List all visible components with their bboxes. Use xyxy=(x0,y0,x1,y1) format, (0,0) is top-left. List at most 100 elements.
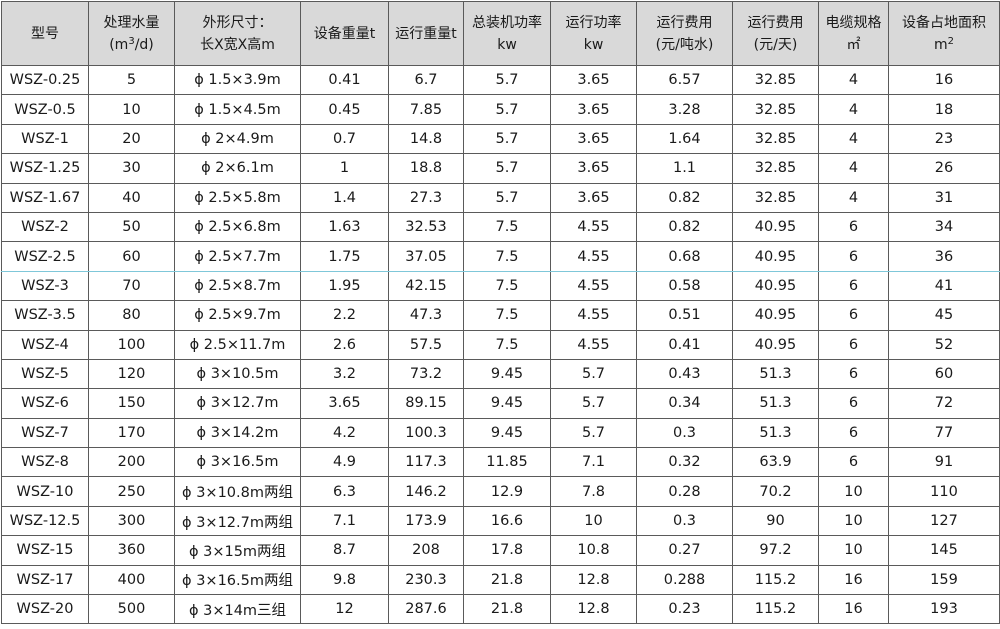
cell-capacity: 300 xyxy=(88,505,175,537)
cell-capacity: 170 xyxy=(88,417,175,449)
header-unit-superscript: 3 xyxy=(128,35,135,47)
cell-capacity: 360 xyxy=(88,535,175,566)
cell-installed-power: 9.45 xyxy=(463,417,551,449)
cell-cable-spec: 4 xyxy=(818,153,889,184)
cell-operating-power: 5.7 xyxy=(550,388,637,419)
cell-operating-weight: 173.9 xyxy=(388,505,464,537)
cell-dimensions: ϕ 3×12.7m xyxy=(174,388,301,419)
cell-operating-power: 4.55 xyxy=(550,270,637,302)
cell-equipment-weight: 1 xyxy=(300,153,389,184)
cell-footprint-area: 60 xyxy=(888,358,1000,390)
cell-dimensions: ϕ 1.5×4.5m xyxy=(174,94,301,125)
cell-equipment-weight: 0.45 xyxy=(300,94,389,125)
header-label-line1: 外形尺寸： xyxy=(202,14,273,31)
table-row: WSZ-10 250 ϕ 3×10.8m两组 6.3 146.2 12.9 7.8 0.28 7… xyxy=(1,476,1000,507)
header-equipment-weight: 设备重量t xyxy=(300,1,389,66)
cell-dimensions: ϕ 2.5×6.8m xyxy=(174,211,301,243)
cell-capacity: 70 xyxy=(88,270,175,302)
cell-equipment-weight: 3.2 xyxy=(300,358,389,390)
cell-dimensions: ϕ 3×16.5m xyxy=(174,447,301,478)
cell-operating-weight: 208 xyxy=(388,535,464,566)
cell-operating-power: 10.8 xyxy=(550,535,637,566)
cell-installed-power: 9.45 xyxy=(463,358,551,390)
cell-cable-spec: 10 xyxy=(818,476,889,507)
cell-cost-per-ton: 0.3 xyxy=(636,417,733,449)
cell-installed-power: 5.7 xyxy=(463,123,551,155)
cell-equipment-weight: 1.95 xyxy=(300,270,389,302)
cell-model: WSZ-7 xyxy=(1,417,89,449)
cell-equipment-weight: 1.75 xyxy=(300,241,389,272)
cell-operating-power: 12.8 xyxy=(550,564,637,596)
cell-model: WSZ-6 xyxy=(1,388,89,419)
cell-installed-power: 7.5 xyxy=(463,211,551,243)
cell-cost-per-day: 32.85 xyxy=(732,182,819,213)
header-label-line1: 型号 xyxy=(31,25,59,42)
table-row: WSZ-4 100 ϕ 2.5×11.7m 2.6 57.5 7.5 4.55 0.41 40.… xyxy=(1,329,1000,360)
cell-capacity: 150 xyxy=(88,388,175,419)
cell-dimensions: ϕ 2.5×9.7m xyxy=(174,300,301,331)
table-row: WSZ-12.5 300 ϕ 3×12.7m两组 7.1 173.9 16.6 10 0.3 9… xyxy=(1,505,1000,537)
cell-model: WSZ-10 xyxy=(1,476,89,507)
cell-cable-spec: 10 xyxy=(818,505,889,537)
table-row: WSZ-1.25 30 ϕ 2×6.1m 1 18.8 5.7 3.65 1.1 32.85 4 2… xyxy=(1,153,1000,184)
cell-cable-spec: 16 xyxy=(818,594,889,625)
cell-cost-per-day: 40.95 xyxy=(732,329,819,360)
cell-cost-per-ton: 0.51 xyxy=(636,300,733,331)
cell-cost-per-day: 51.3 xyxy=(732,388,819,419)
cell-model: WSZ-3.5 xyxy=(1,300,89,331)
cell-cable-spec: 6 xyxy=(818,270,889,302)
cell-operating-power: 3.65 xyxy=(550,123,637,155)
cell-operating-power: 7.1 xyxy=(550,447,637,478)
cell-equipment-weight: 2.6 xyxy=(300,329,389,360)
table-row: WSZ-15 360 ϕ 3×15m两组 8.7 208 17.8 10.8 0.27 97.2… xyxy=(1,535,1000,566)
table-row: WSZ-0.25 5 ϕ 1.5×3.9m 0.41 6.7 5.7 3.65 6.57 32.… xyxy=(1,64,1000,96)
cell-model: WSZ-1 xyxy=(1,123,89,155)
cell-dimensions: ϕ 3×10.8m两组 xyxy=(174,476,301,507)
cell-cost-per-day: 40.95 xyxy=(732,300,819,331)
cell-installed-power: 5.7 xyxy=(463,153,551,184)
cell-dimensions: ϕ 3×15m两组 xyxy=(174,535,301,566)
cell-footprint-area: 26 xyxy=(888,153,1000,184)
table-row: WSZ-6 150 ϕ 3×12.7m 3.65 89.15 9.45 5.7 0.34 51.… xyxy=(1,388,1000,419)
cell-capacity: 40 xyxy=(88,182,175,213)
cell-model: WSZ-15 xyxy=(1,535,89,566)
cell-operating-weight: 73.2 xyxy=(388,358,464,390)
cell-cost-per-ton: 1.1 xyxy=(636,153,733,184)
cell-cable-spec: 10 xyxy=(818,535,889,566)
cell-dimensions: ϕ 3×14.2m xyxy=(174,417,301,449)
cell-cable-spec: 6 xyxy=(818,417,889,449)
cell-cost-per-ton: 0.58 xyxy=(636,270,733,302)
cell-model: WSZ-3 xyxy=(1,270,89,302)
cell-dimensions: ϕ 3×14m三组 xyxy=(174,594,301,625)
table-row: WSZ-3 70 ϕ 2.5×8.7m 1.95 42.15 7.5 4.55 0.58 40.… xyxy=(1,270,1000,302)
cell-cost-per-ton: 6.57 xyxy=(636,64,733,96)
cell-cost-per-ton: 0.82 xyxy=(636,211,733,243)
cell-equipment-weight: 2.2 xyxy=(300,300,389,331)
cell-installed-power: 7.5 xyxy=(463,300,551,331)
cell-cable-spec: 6 xyxy=(818,211,889,243)
table-header: 型号 处理水量 (m3/d) 外形尺寸： 长X宽X高m 设备重量t 运行重量t 总装机功率 kw… xyxy=(1,1,1000,66)
cell-capacity: 10 xyxy=(88,94,175,125)
cell-model: WSZ-12.5 xyxy=(1,505,89,537)
cell-operating-power: 3.65 xyxy=(550,182,637,213)
cell-equipment-weight: 0.41 xyxy=(300,64,389,96)
cell-footprint-area: 23 xyxy=(888,123,1000,155)
cell-operating-weight: 100.3 xyxy=(388,417,464,449)
cell-capacity: 100 xyxy=(88,329,175,360)
cell-installed-power: 7.5 xyxy=(463,329,551,360)
cell-cost-per-ton: 0.82 xyxy=(636,182,733,213)
cell-capacity: 500 xyxy=(88,594,175,625)
table-row: WSZ-2.5 60 ϕ 2.5×7.7m 1.75 37.05 7.5 4.55 0.68 4… xyxy=(1,241,1000,272)
cell-operating-power: 3.65 xyxy=(550,64,637,96)
cell-footprint-area: 34 xyxy=(888,211,1000,243)
cell-equipment-weight: 4.9 xyxy=(300,447,389,478)
cell-cost-per-ton: 0.43 xyxy=(636,358,733,390)
header-installed-power: 总装机功率 kw xyxy=(463,1,551,66)
cell-cost-per-day: 51.3 xyxy=(732,417,819,449)
cell-footprint-area: 16 xyxy=(888,64,1000,96)
cell-cable-spec: 16 xyxy=(818,564,889,596)
cell-capacity: 400 xyxy=(88,564,175,596)
cell-installed-power: 5.7 xyxy=(463,94,551,125)
cell-capacity: 30 xyxy=(88,153,175,184)
